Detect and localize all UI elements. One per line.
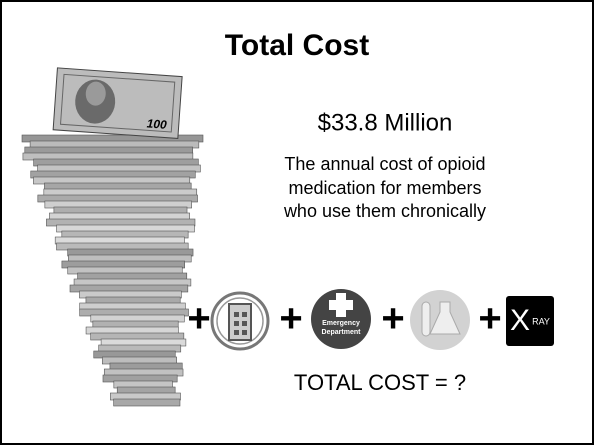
plus: + [279,297,302,341]
icon-label: Emergency [322,320,360,327]
xray-icon: X RAY [506,296,554,346]
description-line: The annual cost of opioid [284,154,485,174]
total-cost: TOTAL COST = ? [294,370,466,395]
bill-value: 100 [146,116,167,131]
icon-label: RAY [532,316,550,326]
bill-border [59,73,176,133]
bill-layer [113,398,181,407]
top-bill: 100 [52,67,183,139]
description-line: medication for members [288,178,481,198]
emergency-icon: Emergency Department [311,289,371,349]
hospital-icon [210,291,270,351]
plus: + [187,297,210,341]
plus: + [381,297,404,341]
bill-face [85,81,106,106]
icon-label: X [510,304,530,337]
icon-label: Department [322,329,362,336]
description-line: who use them chronically [283,201,486,221]
plus: + [478,297,501,341]
money-stack [21,134,204,407]
title: Total Cost [225,29,369,62]
amount: $33.8 Million [318,109,453,136]
lab-icon [410,290,470,350]
